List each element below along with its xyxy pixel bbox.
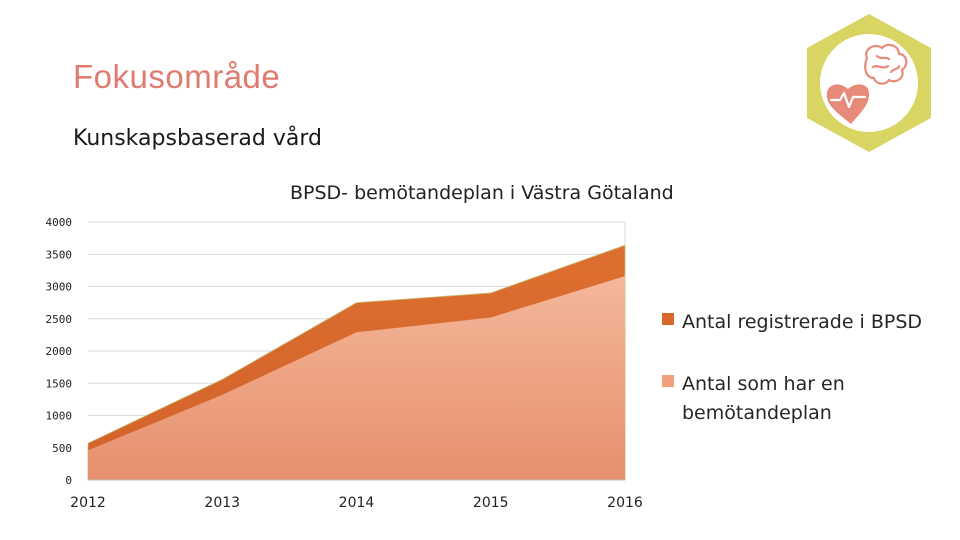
y-tick-label: 0 [65, 474, 72, 487]
legend-item-registered: Antal registrerade i BPSD [662, 308, 952, 337]
y-tick-label: 3500 [46, 248, 73, 261]
y-tick-label: 2500 [46, 313, 73, 326]
y-tick-label: 500 [52, 442, 72, 455]
legend-item-plan: Antal som har en bemötandeplan [662, 370, 952, 428]
legend-label-registered: Antal registrerade i BPSD [682, 311, 923, 333]
axes: 0 500 1000 1500 2000 2500 3000 3500 4000 2012 2013… [46, 216, 643, 511]
legend: Antal registrerade i BPSD Antal som har … [662, 308, 952, 461]
y-tick-label: 1500 [46, 377, 73, 390]
x-tick-label: 2015 [473, 495, 509, 511]
page-subtitle: Kunskapsbaserad vård [73, 126, 322, 151]
y-tick-label: 2000 [46, 345, 73, 358]
x-tick-label: 2013 [204, 495, 240, 511]
x-tick-label: 2016 [607, 495, 643, 511]
page-title: Fokusområde [73, 58, 281, 95]
x-tick-label: 2014 [339, 495, 375, 511]
heart-brain-icon [807, 14, 931, 152]
x-tick-label: 2012 [70, 495, 106, 511]
legend-swatch-plan [662, 375, 674, 387]
legend-label-plan: Antal som har en bemötandeplan [682, 373, 845, 424]
area-series [87, 244, 626, 481]
y-tick-label: 4000 [46, 216, 73, 229]
y-tick-label: 3000 [46, 281, 73, 294]
y-tick-label: 1000 [46, 410, 73, 423]
legend-swatch-registered [662, 313, 674, 325]
chart-title: BPSD- bemötandeplan i Västra Götaland [290, 182, 674, 204]
area-plan [88, 276, 625, 480]
